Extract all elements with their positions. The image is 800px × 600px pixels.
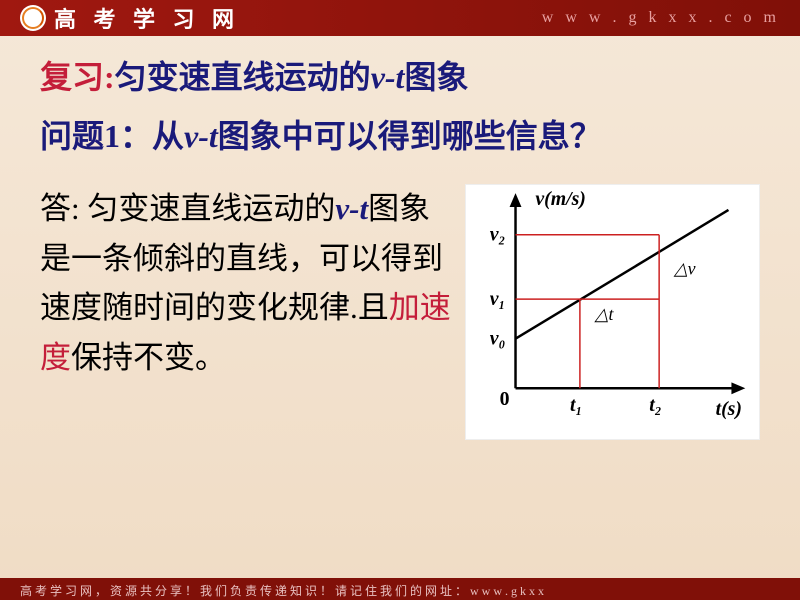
logo-section: 高 考 学 习 网 (20, 2, 240, 34)
site-name: 高 考 学 习 网 (54, 2, 240, 34)
footer-text: 高 考 学 习 网 ， 资 源 共 分 享 ！ 我 们 负 责 传 递 知 识 … (20, 584, 544, 598)
title-prefix: 复习: (40, 59, 115, 95)
answer-block: 答: 匀变速直线运动的v-t图象是一条倾斜的直线，可以得到速度随时间的变化规律.… (40, 184, 760, 440)
y-tick-v0: v₀ (490, 328, 506, 350)
x-tick-t1: t₁ (570, 394, 582, 416)
question-label: 问题1：从 (40, 118, 184, 154)
title-italic: v-t (371, 59, 405, 95)
title-after: 图象 (404, 59, 468, 95)
x-tick-t2: t₂ (649, 394, 661, 416)
x-axis-label: t(s) (715, 398, 741, 420)
site-url: w w w . g k x x . c o m (542, 9, 780, 27)
delta-v-label: △v (673, 258, 696, 278)
review-title: 复习:匀变速直线运动的v-t图象 (40, 52, 760, 98)
delta-t-label: △t (594, 304, 615, 324)
answer-end: 保持不变。 (71, 340, 226, 375)
question-1: 问题1：从v-t图象中可以得到哪些信息？ (40, 112, 760, 160)
chart-svg: v(m/s) t(s) v₂ v₁ v₀ t₁ t₂ 0 △v △t (466, 185, 759, 439)
vt-chart: v(m/s) t(s) v₂ v₁ v₀ t₁ t₂ 0 △v △t (465, 184, 760, 440)
header-bar: 高 考 学 习 网 w w w . g k x x . c o m (0, 0, 800, 36)
y-tick-v2: v₂ (490, 224, 506, 246)
answer-vt: v-t (335, 191, 368, 226)
answer-text: 答: 匀变速直线运动的v-t图象是一条倾斜的直线，可以得到速度随时间的变化规律.… (40, 184, 455, 382)
title-before: 匀变速直线运动的 (115, 59, 371, 95)
y-tick-v1: v₁ (490, 288, 506, 310)
origin-label: 0 (500, 388, 510, 410)
footer-bar: 高 考 学 习 网 ， 资 源 共 分 享 ！ 我 们 负 责 传 递 知 识 … (0, 578, 800, 600)
question-italic: v-t (184, 118, 218, 154)
logo-icon (20, 5, 46, 31)
question-rest: 图象中可以得到哪些信息？ (218, 118, 602, 154)
slide-content: 复习:匀变速直线运动的v-t图象 问题1：从v-t图象中可以得到哪些信息？ 答:… (0, 36, 800, 440)
y-axis-label: v(m/s) (535, 188, 586, 210)
answer-prefix: 答: 匀变速直线运动的 (40, 191, 335, 226)
